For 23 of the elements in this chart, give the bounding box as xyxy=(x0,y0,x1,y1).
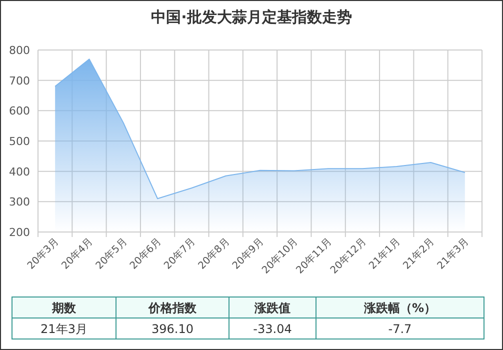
text: -7.7 xyxy=(388,322,412,336)
x-tick-label: 21年3月 xyxy=(434,236,472,272)
y-tick-label: 600 xyxy=(9,104,30,118)
x-tick-label: 20年6月 xyxy=(128,236,164,272)
x-tick-label: 20年7月 xyxy=(162,236,198,272)
y-tick-label: 700 xyxy=(9,74,30,88)
text: 涨跌值 xyxy=(254,301,290,315)
text: 396.10 xyxy=(152,322,194,336)
y-tick-label: 400 xyxy=(9,165,30,178)
x-tick-label: 21年1月 xyxy=(366,236,403,272)
text: 价格指数 xyxy=(148,301,198,315)
x-tick-label: 20年5月 xyxy=(93,236,130,272)
text: -33.04 xyxy=(253,322,292,336)
chart-title: 中国·批发大蒜月定基指数走势 xyxy=(151,8,352,26)
x-tick-label: 21年2月 xyxy=(400,236,437,272)
text: 期数 xyxy=(51,301,77,315)
x-tick-label: 20年8月 xyxy=(196,236,232,272)
text: 21年3月 xyxy=(40,322,88,336)
y-tick-label: 800 xyxy=(9,44,30,57)
x-tick-label: 20年4月 xyxy=(59,236,96,272)
y-tick-label: 500 xyxy=(9,135,30,148)
y-tick-label: 300 xyxy=(9,196,30,209)
text: 涨跌幅（%） xyxy=(362,301,436,315)
